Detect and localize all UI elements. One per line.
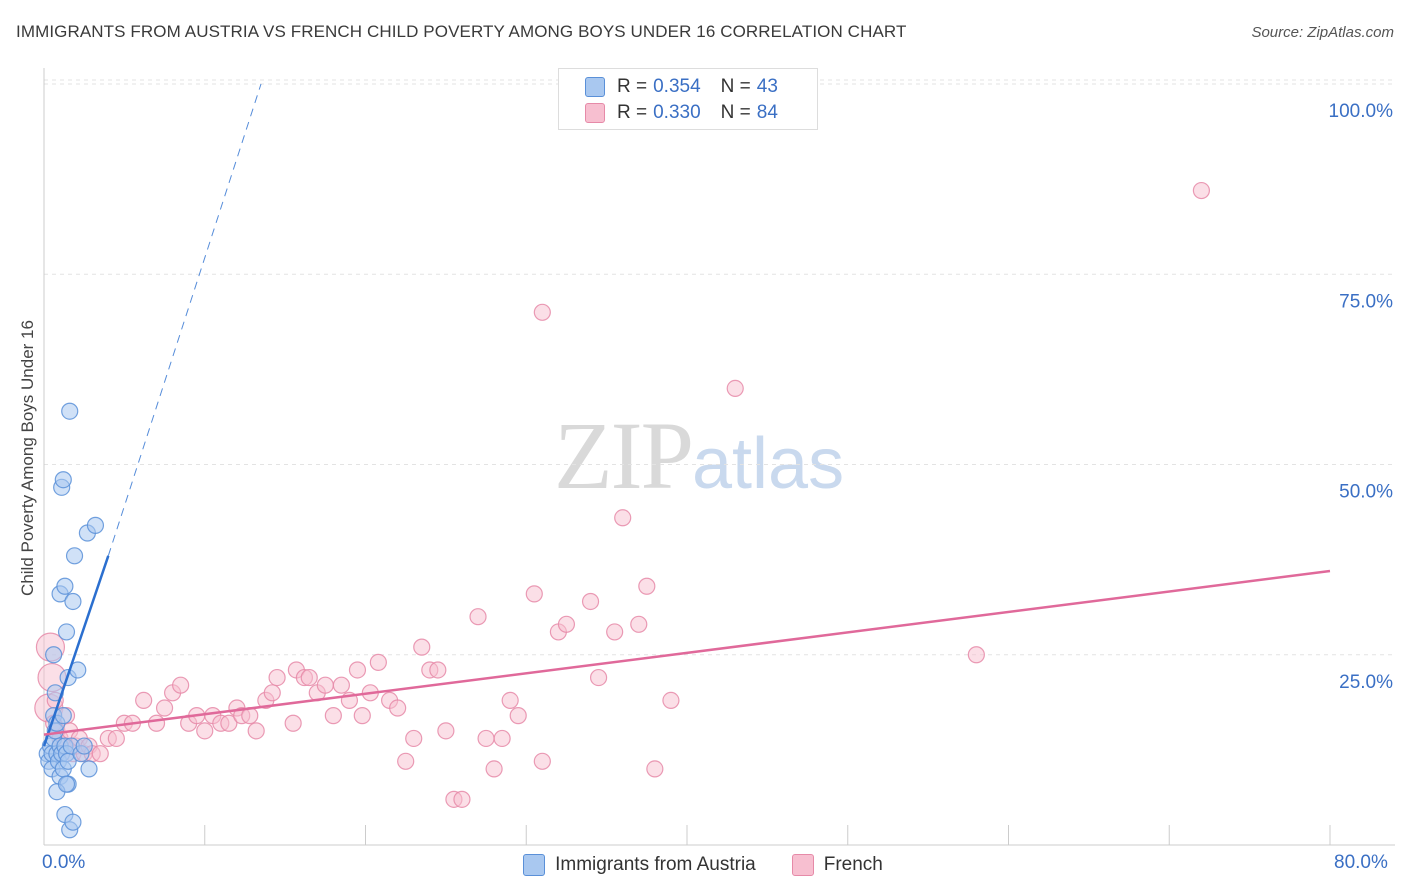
data-point-french [324, 707, 342, 725]
data-point-french [485, 760, 503, 778]
legend-swatch-french [585, 103, 605, 123]
points-layer [34, 181, 1211, 839]
data-point-french [369, 653, 387, 671]
legend-n-value: 84 [756, 102, 778, 123]
legend-r-label: R = [617, 102, 648, 123]
data-point-austria [64, 813, 82, 831]
legend-swatch-austria [585, 77, 605, 97]
y-tick-label: 75.0% [1339, 291, 1393, 312]
data-point-french [477, 729, 495, 748]
data-point-french [196, 722, 214, 740]
data-point-austria [56, 577, 74, 595]
data-point-french [389, 699, 407, 717]
legend-row-french: R = 0.330 N = 84 [585, 101, 778, 125]
legend-r-value: 0.330 [653, 102, 701, 123]
data-point-french [630, 615, 648, 633]
data-point-french [646, 760, 664, 778]
trend-line-french [43, 569, 1331, 736]
data-point-french [284, 714, 302, 732]
data-point-french [397, 752, 415, 770]
data-point-austria [86, 516, 105, 534]
data-point-french [429, 661, 447, 679]
data-point-austria [80, 760, 98, 778]
data-point-austria [45, 646, 63, 664]
legend-n-label: N = [720, 102, 751, 123]
data-point-french [638, 577, 656, 595]
trend-line-austria-extension [107, 83, 262, 556]
legend-item-french[interactable]: French [791, 854, 883, 876]
data-point-french [220, 714, 238, 732]
data-point-french [614, 509, 632, 527]
tick-label-layer: 25.0% 50.0% 75.0% 100.0% [1329, 101, 1394, 693]
data-point-austria [65, 547, 84, 565]
legend-item-austria[interactable]: Immigrants from Austria [523, 854, 756, 876]
data-point-french [263, 684, 281, 702]
y-tick-label: 25.0% [1339, 672, 1393, 693]
data-point-french [533, 303, 551, 321]
data-point-french [606, 623, 624, 641]
data-point-french [155, 699, 174, 717]
data-point-french [353, 707, 371, 725]
data-point-french [172, 676, 190, 694]
data-point-austria [57, 775, 76, 793]
x-tick-label-min: 0.0% [42, 852, 86, 873]
legend-label-austria: Immigrants from Austria [555, 854, 756, 875]
data-point-french [348, 661, 367, 679]
y-tick-label: 100.0% [1329, 101, 1394, 122]
data-point-french [405, 729, 423, 748]
watermark: ZIPatlas [554, 400, 844, 511]
data-point-austria [61, 402, 79, 420]
legend-label-french: French [823, 854, 883, 875]
chart-title: IMMIGRANTS FROM AUSTRIA VS FRENCH CHILD … [16, 22, 907, 41]
data-point-french [91, 745, 109, 763]
data-point-french [135, 691, 153, 710]
data-point-french [413, 638, 431, 656]
data-point-french [332, 676, 350, 694]
data-point-french [662, 691, 680, 710]
data-point-french [247, 722, 265, 740]
data-point-french [967, 646, 985, 664]
data-point-french [525, 585, 543, 603]
y-tick-label: 50.0% [1339, 482, 1393, 503]
data-point-french [557, 615, 576, 633]
data-point-austria [64, 592, 82, 611]
data-point-french [501, 691, 519, 710]
source-label: Source: ZipAtlas.com [1251, 24, 1394, 41]
data-point-french [300, 668, 318, 687]
grid-layer [44, 79, 1395, 656]
legend-n-label: N = [720, 76, 751, 97]
trend-line-austria [42, 555, 110, 747]
legend-r-value: 0.354 [653, 76, 701, 97]
data-point-french [147, 714, 166, 732]
data-point-french [493, 729, 511, 748]
data-point-french [509, 707, 527, 725]
data-point-austria [75, 737, 93, 755]
data-point-austria [54, 471, 72, 489]
data-point-austria [54, 707, 72, 725]
data-point-french [581, 592, 600, 611]
data-point-french [1192, 181, 1211, 200]
axis-layer [43, 68, 1395, 846]
data-point-french [589, 668, 608, 687]
correlation-legend: R = 0.354 N = 43 R = 0.330 N = 84 [558, 68, 818, 130]
data-point-french [469, 608, 487, 626]
data-point-french [268, 668, 286, 687]
series-legend: Immigrants from Austria French [0, 852, 1406, 878]
x-tick-label-max: 80.0% [1334, 852, 1388, 873]
legend-swatch-austria [523, 854, 546, 876]
data-point-french [107, 729, 125, 748]
legend-row-austria: R = 0.354 N = 43 [585, 75, 778, 99]
data-point-french [453, 790, 471, 808]
legend-n-value: 43 [756, 76, 778, 97]
trend-layer [42, 83, 1331, 747]
data-point-french [316, 676, 334, 694]
data-point-austria [57, 623, 76, 641]
data-point-french [726, 379, 744, 397]
watermark-zip: ZIP [554, 402, 694, 509]
data-point-french [437, 722, 455, 740]
legend-r-label: R = [617, 76, 648, 97]
data-point-french [533, 752, 551, 770]
legend-swatch-french [791, 854, 814, 876]
